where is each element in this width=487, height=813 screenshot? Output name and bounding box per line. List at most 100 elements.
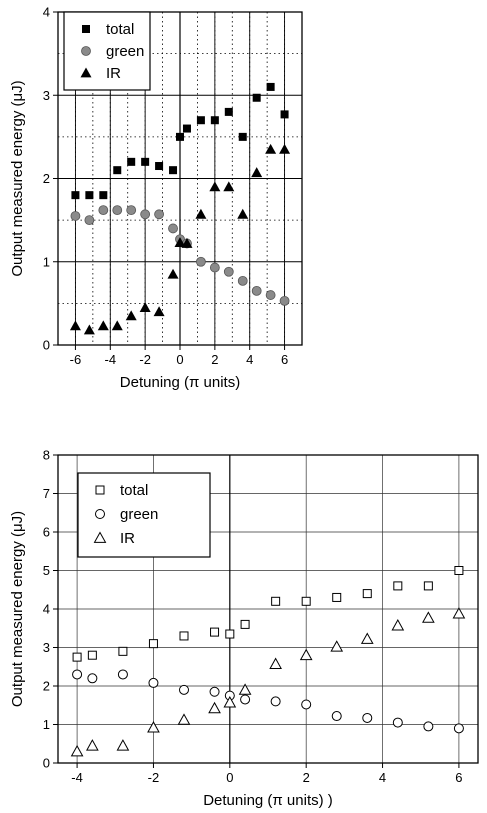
data-point-total [280,110,289,119]
data-point-green [168,223,178,234]
data-point-green [279,295,290,306]
data-point-ir [70,744,84,757]
data-point-total [224,107,233,116]
data-point-total [127,157,136,166]
data-point-ir [237,208,249,219]
data-point-ir [452,607,466,619]
data-point-ir [177,713,191,725]
data-point-ir [330,640,344,652]
data-point-ir [251,167,263,178]
legend-label-green: green [106,43,144,60]
legend-label-ir: IR [106,65,121,82]
legend-marker-total [95,485,105,495]
y-tick-label: 2 [43,171,50,186]
data-point-total [179,631,189,641]
data-point-total [176,132,184,141]
data-point-ir [153,306,165,317]
data-point-green [392,717,403,728]
data-point-green [140,209,151,220]
y-tick-label: 1 [43,717,50,732]
data-point-ir [269,657,282,669]
data-point-ir [195,208,207,219]
y-tick-label: 7 [43,486,50,501]
data-point-total [271,596,281,606]
x-tick-label: 6 [455,770,462,785]
x-tick-label: 2 [303,770,310,785]
data-point-ir [125,310,137,321]
x-tick-label: 0 [226,770,233,785]
data-point-total [85,191,94,200]
data-point-ir [238,683,252,695]
legend-box [63,11,151,91]
data-point-ir [167,268,179,279]
x-tick-label: 2 [211,352,218,367]
data-point-green [87,673,98,684]
data-point-green [179,684,189,695]
data-point-ir [360,632,374,644]
data-point-green [209,262,220,273]
data-point-ir [86,739,99,751]
data-point-total [454,566,464,575]
data-point-total [148,639,158,649]
y-tick-label: 3 [43,640,50,655]
data-point-ir [209,181,221,192]
data-point-green [126,205,137,216]
data-point-total [238,132,247,141]
data-point-ir [147,721,160,733]
data-point-green [72,669,83,680]
y-axis-label: Output measured energy (μJ) [9,80,26,276]
data-point-ir [83,324,95,335]
y-tick-label: 0 [43,756,50,771]
data-point-total [332,592,342,602]
data-point-total [141,157,150,166]
y-tick-label: 1 [43,254,50,269]
data-point-green [270,696,281,707]
legend-label-total: total [106,21,134,38]
data-point-green [70,211,81,221]
data-point-green [209,686,220,697]
data-point-ir [279,143,291,154]
data-point-total [118,646,128,656]
data-point-total [169,166,178,175]
data-point-ir [391,619,405,631]
data-point-total [266,82,275,91]
data-point-total [210,116,219,125]
x-tick-label: 4 [379,770,386,785]
legend-label-green: green [120,506,158,523]
data-point-ir [208,701,221,714]
data-point-green [154,209,164,220]
data-point-green [98,205,109,216]
data-point-total [113,166,122,175]
data-point-ir [299,648,313,661]
data-point-total [99,191,108,200]
data-point-ir [116,739,130,751]
data-point-green [196,256,206,267]
data-point-ir [181,237,193,248]
legend-marker-green [81,46,91,56]
data-point-total [87,650,97,660]
data-point-green [265,290,276,300]
x-tick-label: 0 [176,352,183,367]
data-point-green [84,215,95,226]
y-tick-label: 3 [43,88,50,103]
y-tick-label: 4 [43,5,50,20]
data-point-ir [97,320,109,331]
data-point-total [182,124,191,133]
data-point-total [362,589,372,599]
x-tick-label: -2 [148,770,160,785]
data-point-total [393,581,403,591]
top-chart: -6 -4 -2 0 2 4 6 0 1 2 3 4 Detuning (π units) Output … [9,5,303,391]
data-point-green [240,694,251,705]
data-point-ir [69,320,81,331]
x-tick-label: -2 [139,352,151,367]
data-point-total [196,116,205,125]
data-point-green [423,721,434,732]
data-point-total [155,162,164,171]
data-point-ir [422,611,435,623]
data-point-ir [111,320,123,331]
data-point-ir [265,143,277,154]
data-point-total [72,652,82,662]
legend-marker-green [95,509,105,519]
data-point-ir [223,181,235,192]
legend-marker-ir [93,531,107,543]
